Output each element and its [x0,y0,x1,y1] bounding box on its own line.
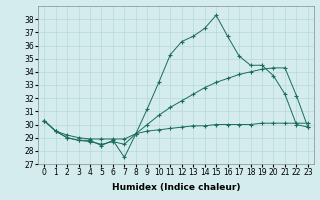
X-axis label: Humidex (Indice chaleur): Humidex (Indice chaleur) [112,183,240,192]
